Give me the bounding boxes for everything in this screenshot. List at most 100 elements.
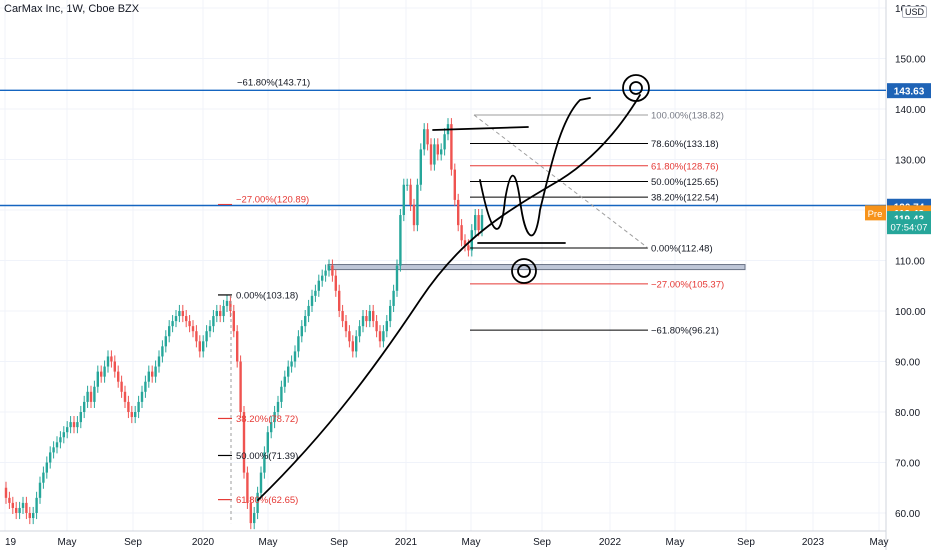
fib-level-label: 50.00%(125.65) <box>651 177 719 188</box>
candle-body <box>426 129 429 145</box>
fib-level-label: −61.80%(96.21) <box>651 326 719 337</box>
candle-body <box>103 366 106 377</box>
candle-body <box>18 507 21 513</box>
candle-body <box>457 199 460 226</box>
candle-body <box>178 311 181 317</box>
fib-level-label: 0.00%(103.18) <box>236 290 298 301</box>
candle-body <box>72 422 76 428</box>
candle-body <box>59 437 62 443</box>
candle-body <box>266 432 269 453</box>
fib-level-label: 78.60%(133.18) <box>651 139 719 150</box>
x-tick-label: May <box>58 537 77 548</box>
candle-body <box>453 169 456 200</box>
candle-body <box>168 326 171 337</box>
currency-badge[interactable]: USD <box>902 6 928 18</box>
x-tick-label: Sep <box>737 537 755 548</box>
candle-body <box>25 502 28 513</box>
x-tick-label: 2023 <box>802 537 825 548</box>
candle-body <box>283 376 286 387</box>
price-tag-pre-prefix <box>865 205 886 221</box>
x-tick-label: Sep <box>533 537 551 548</box>
candle-body <box>412 204 416 226</box>
candle-body <box>239 361 242 412</box>
candle-body <box>382 331 385 342</box>
candle-body <box>96 371 99 387</box>
candle-body <box>205 331 208 342</box>
resistance-marker-drawing <box>432 126 529 131</box>
x-tick-label: May <box>462 537 481 548</box>
countdown-tag-text: 07:54:07 <box>891 223 928 234</box>
candle-body <box>338 290 341 311</box>
candle-body <box>348 331 351 342</box>
candle-body <box>93 386 96 402</box>
candle-body <box>38 482 42 498</box>
x-tick-label: May <box>666 537 685 548</box>
candle-body <box>310 295 314 306</box>
candle-body <box>66 427 69 433</box>
candle-body <box>144 381 147 392</box>
candle-body <box>331 265 334 276</box>
candle-body <box>474 215 477 231</box>
candle-body <box>385 321 388 332</box>
candle-body <box>62 432 65 438</box>
candle-body <box>399 215 402 266</box>
candle-body <box>15 507 18 513</box>
candle-body <box>212 316 215 327</box>
candle-body <box>229 300 232 311</box>
countdown-tag <box>887 219 931 235</box>
candle-body <box>378 331 382 342</box>
candle-body <box>28 513 31 519</box>
candle-body <box>8 497 11 503</box>
candle-body <box>4 487 8 498</box>
candle-body <box>147 371 150 382</box>
candle-body <box>195 331 198 342</box>
fib-level-label: 61.80%(128.76) <box>651 161 719 172</box>
fib-level-label: 0.00%(112.48) <box>651 243 713 254</box>
candle-body <box>365 316 368 322</box>
x-tick-label: Sep <box>330 537 348 548</box>
candle-body <box>344 321 348 332</box>
y-tick-label: 130.00 <box>895 156 926 167</box>
candle-body <box>127 401 130 412</box>
target-circle-inner-drawing <box>629 81 643 95</box>
candle-body <box>164 336 167 347</box>
candle-body <box>123 391 127 402</box>
candle-body <box>429 144 433 165</box>
candle-body <box>140 391 144 402</box>
candle-body <box>259 472 263 493</box>
candle-body <box>406 184 409 186</box>
candle-body <box>110 356 113 362</box>
fib-level-label: 38.20%(78.72) <box>236 414 298 425</box>
price-tag-143-text: 143.63 <box>894 87 925 98</box>
candle-body <box>232 311 235 332</box>
candle-body <box>181 311 184 317</box>
y-tick-label: 60.00 <box>895 509 920 520</box>
candle-body <box>419 149 422 185</box>
candle-body <box>256 492 259 513</box>
candle-body <box>171 321 174 327</box>
candle-body <box>21 502 25 508</box>
candle-body <box>402 184 405 216</box>
candle-body <box>321 275 324 281</box>
target-circle-drawing <box>511 258 537 284</box>
candle-body <box>334 275 337 291</box>
y-tick-label: 90.00 <box>895 358 920 369</box>
candle-body <box>86 391 89 402</box>
candle-body <box>222 305 225 317</box>
x-tick-label: 2020 <box>192 537 215 548</box>
candle-body <box>89 391 93 402</box>
candle-body <box>372 311 375 322</box>
candle-body <box>317 280 320 291</box>
candle-body <box>134 412 137 418</box>
candle-body <box>151 371 154 377</box>
candle-body <box>480 215 484 231</box>
candle-body <box>351 341 354 352</box>
candle-body <box>225 300 229 306</box>
candle-body <box>120 381 123 392</box>
candle-body <box>293 351 297 362</box>
candle-body <box>69 422 72 428</box>
y-tick-label: 110.00 <box>895 257 925 268</box>
fib-trend-line <box>473 114 649 249</box>
